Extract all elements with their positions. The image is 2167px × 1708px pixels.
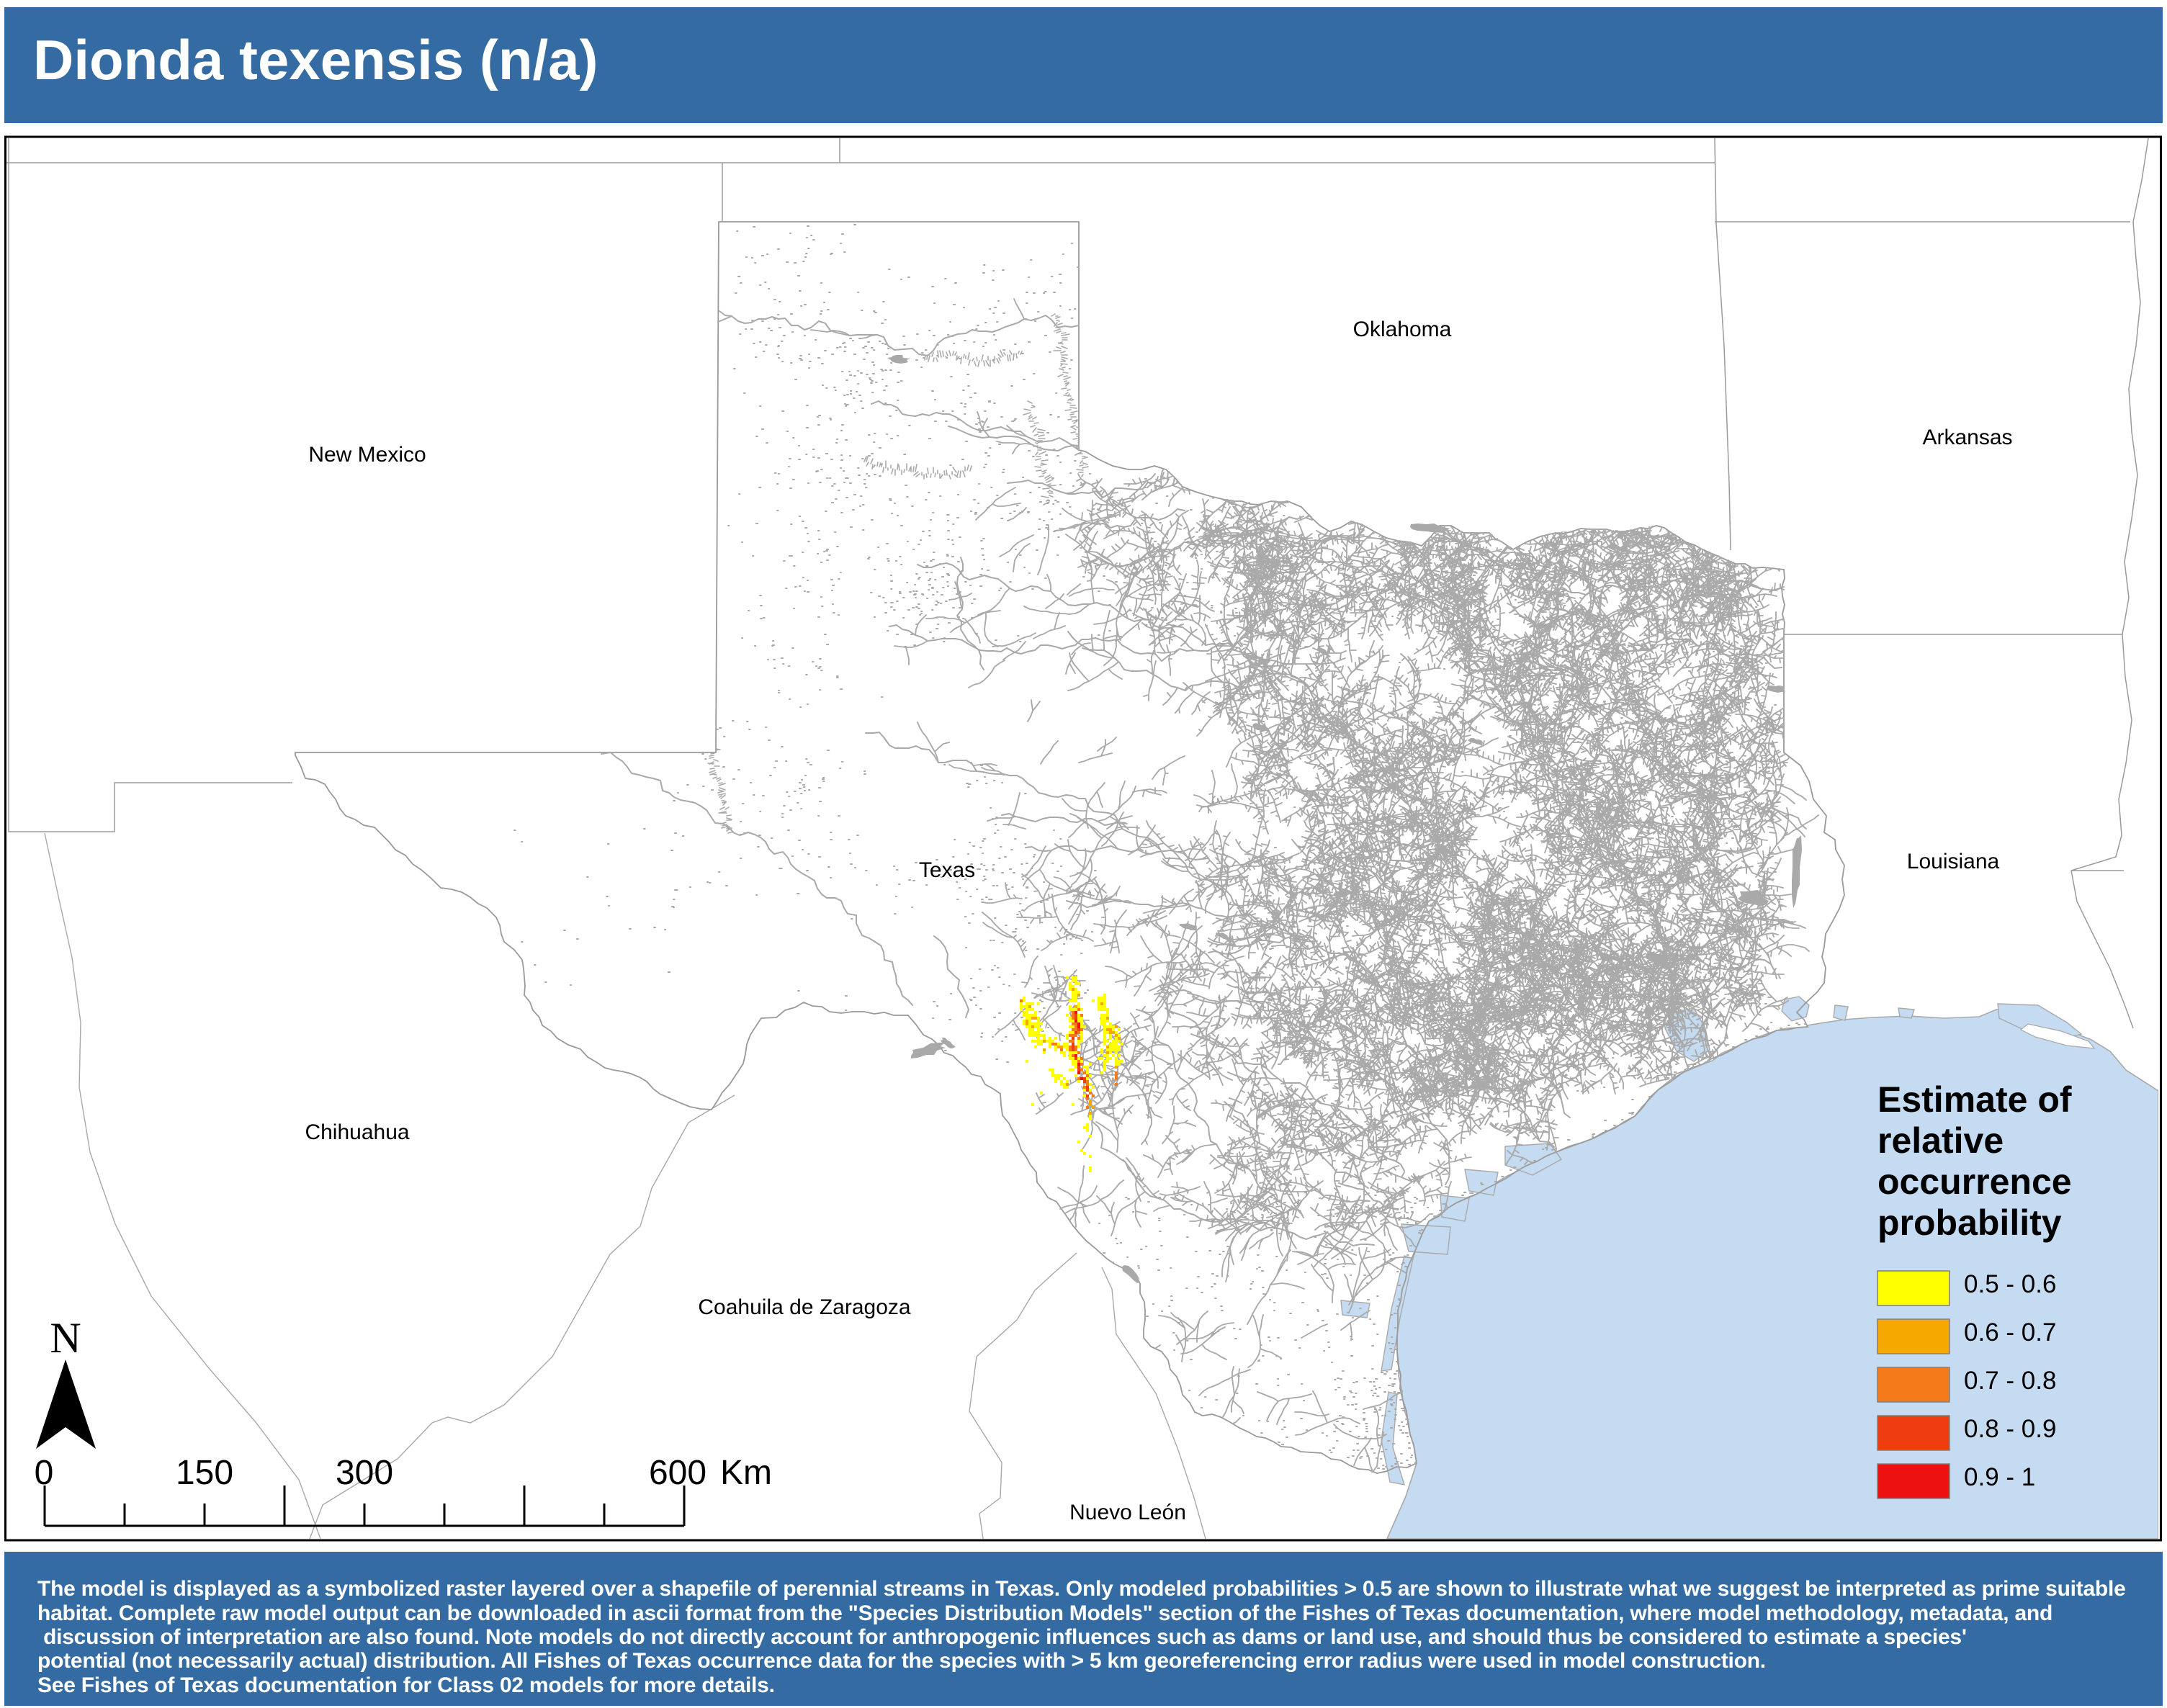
svg-text:Chihuahua: Chihuahua [305, 1120, 409, 1144]
svg-text:0.9 - 1: 0.9 - 1 [1964, 1463, 2035, 1491]
svg-text:Nuevo León: Nuevo León [1069, 1501, 1186, 1524]
svg-text:probability: probability [1877, 1203, 2062, 1243]
svg-text:0: 0 [35, 1454, 54, 1492]
svg-text:potential (not necessarily act: potential (not necessarily actual) distr… [37, 1649, 1766, 1673]
svg-text:Estimate of: Estimate of [1877, 1079, 2072, 1120]
svg-text:150: 150 [176, 1454, 233, 1492]
svg-text:Texas: Texas [919, 858, 975, 882]
svg-text:Oklahoma: Oklahoma [1353, 318, 1452, 341]
svg-text:New Mexico: New Mexico [308, 443, 426, 467]
svg-text:relative: relative [1877, 1120, 2004, 1161]
svg-text:0.8 - 0.9: 0.8 - 0.9 [1964, 1415, 2056, 1443]
svg-text:See Fishes of Texas documentat: See Fishes of Texas documentation for Cl… [37, 1673, 775, 1697]
svg-text:occurrence: occurrence [1877, 1161, 2072, 1202]
svg-text:The model is displayed as a sy: The model is displayed as a symbolized r… [37, 1577, 2126, 1601]
svg-text:0.6 - 0.7: 0.6 - 0.7 [1964, 1318, 2056, 1347]
svg-text:Coahuila de Zaragoza: Coahuila de Zaragoza [698, 1295, 911, 1319]
svg-text:Dionda texensis (n/a): Dionda texensis (n/a) [33, 28, 598, 91]
svg-text:habitat. Complete raw model ou: habitat. Complete raw model output can b… [37, 1601, 2052, 1625]
svg-text:600: 600 [649, 1454, 706, 1492]
svg-text:300: 300 [336, 1454, 393, 1492]
svg-text:Km: Km [720, 1454, 772, 1492]
svg-text:N: N [50, 1314, 81, 1362]
svg-text:0.7 - 0.8: 0.7 - 0.8 [1964, 1367, 2056, 1395]
svg-text:Louisiana: Louisiana [1907, 850, 2000, 873]
svg-text:discussion of interpretation a: discussion of interpretation are also fo… [37, 1625, 1967, 1649]
svg-text:0.5 - 0.6: 0.5 - 0.6 [1964, 1270, 2056, 1298]
svg-text:Arkansas: Arkansas [1922, 426, 2012, 449]
